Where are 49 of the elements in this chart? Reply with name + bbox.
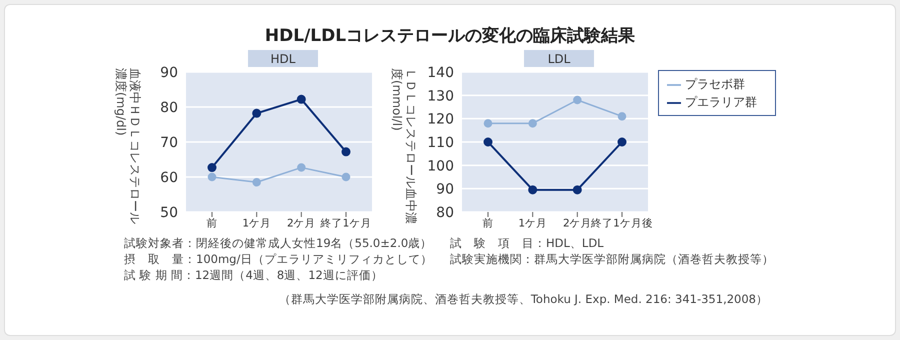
point — [528, 185, 538, 194]
y-tick-label: 80 — [160, 100, 178, 116]
text: HDL/LDLコレステロールの変化の臨床試験結果 — [264, 25, 636, 47]
x-tick-label: 終了1ケ月 — [320, 217, 372, 230]
chart-subtitle: HDL — [248, 50, 318, 67]
text: 試 験 項 目：HDL、LDL — [450, 236, 605, 252]
point — [618, 112, 626, 121]
x-tick-label: 終了1ケ月後 — [590, 217, 653, 230]
point — [296, 94, 306, 104]
text: 試験実施機関：群馬大学医学部附属病院（酒巻哲夫教授等） — [450, 252, 775, 268]
x-tick-label: 前 — [206, 217, 218, 230]
point — [208, 172, 216, 182]
point — [572, 185, 582, 194]
point — [573, 96, 582, 104]
point — [297, 163, 306, 172]
y-axis-title: ＬＤＬコレステロール血中濃度(mmol/l) — [390, 68, 418, 226]
point — [342, 147, 350, 156]
y-tick-label: 80 — [436, 204, 454, 221]
text: 摂 取 量：100mg/日（プエラリアミリフィカとして） — [124, 252, 434, 268]
point — [252, 108, 262, 118]
chart-subtitle: LDL — [524, 50, 594, 67]
point — [618, 138, 626, 146]
x-tick-label: 前 — [482, 217, 494, 230]
text: 試 験 期 間：12週間（4週、8週、12週に評価） — [124, 268, 384, 284]
point — [528, 119, 537, 128]
point — [342, 172, 350, 182]
legend-label: プラセボ群 — [685, 77, 745, 91]
x-tick-label: 2ケ月 — [286, 217, 316, 230]
y-tick-label: 70 — [160, 134, 178, 151]
text: （群馬大学医学部附属病院、酒巻哲夫教授等、Tohoku J. Exp. Med. 216: 341-351,2008） — [278, 292, 768, 307]
legend-label: プエラリア群 — [685, 95, 757, 109]
x-tick-label: 1ケ月 — [242, 217, 272, 230]
y-tick-label: 110 — [427, 134, 454, 151]
y-axis-title: 血液中ＨＤＬコレステロール濃度(mg/dl) — [114, 68, 142, 226]
x-tick-label: 1ケ月 — [518, 217, 548, 230]
y-tick-label: 140 — [427, 64, 454, 81]
y-tick-label: 100 — [427, 158, 454, 174]
point — [484, 119, 492, 128]
point — [484, 138, 492, 146]
point — [208, 163, 216, 172]
y-tick-label: 90 — [160, 64, 178, 81]
x-tick-label: 2ケ月 — [562, 217, 592, 230]
y-tick-label: 50 — [160, 204, 178, 221]
text: 試験対象者：閉経後の健常成人女性19名（55.0±2.0歳） — [124, 236, 434, 252]
y-tick-label: 90 — [436, 182, 454, 198]
y-tick-label: 130 — [427, 88, 454, 104]
point — [252, 178, 261, 186]
y-tick-label: 60 — [160, 170, 178, 186]
y-tick-label: 120 — [427, 112, 454, 128]
